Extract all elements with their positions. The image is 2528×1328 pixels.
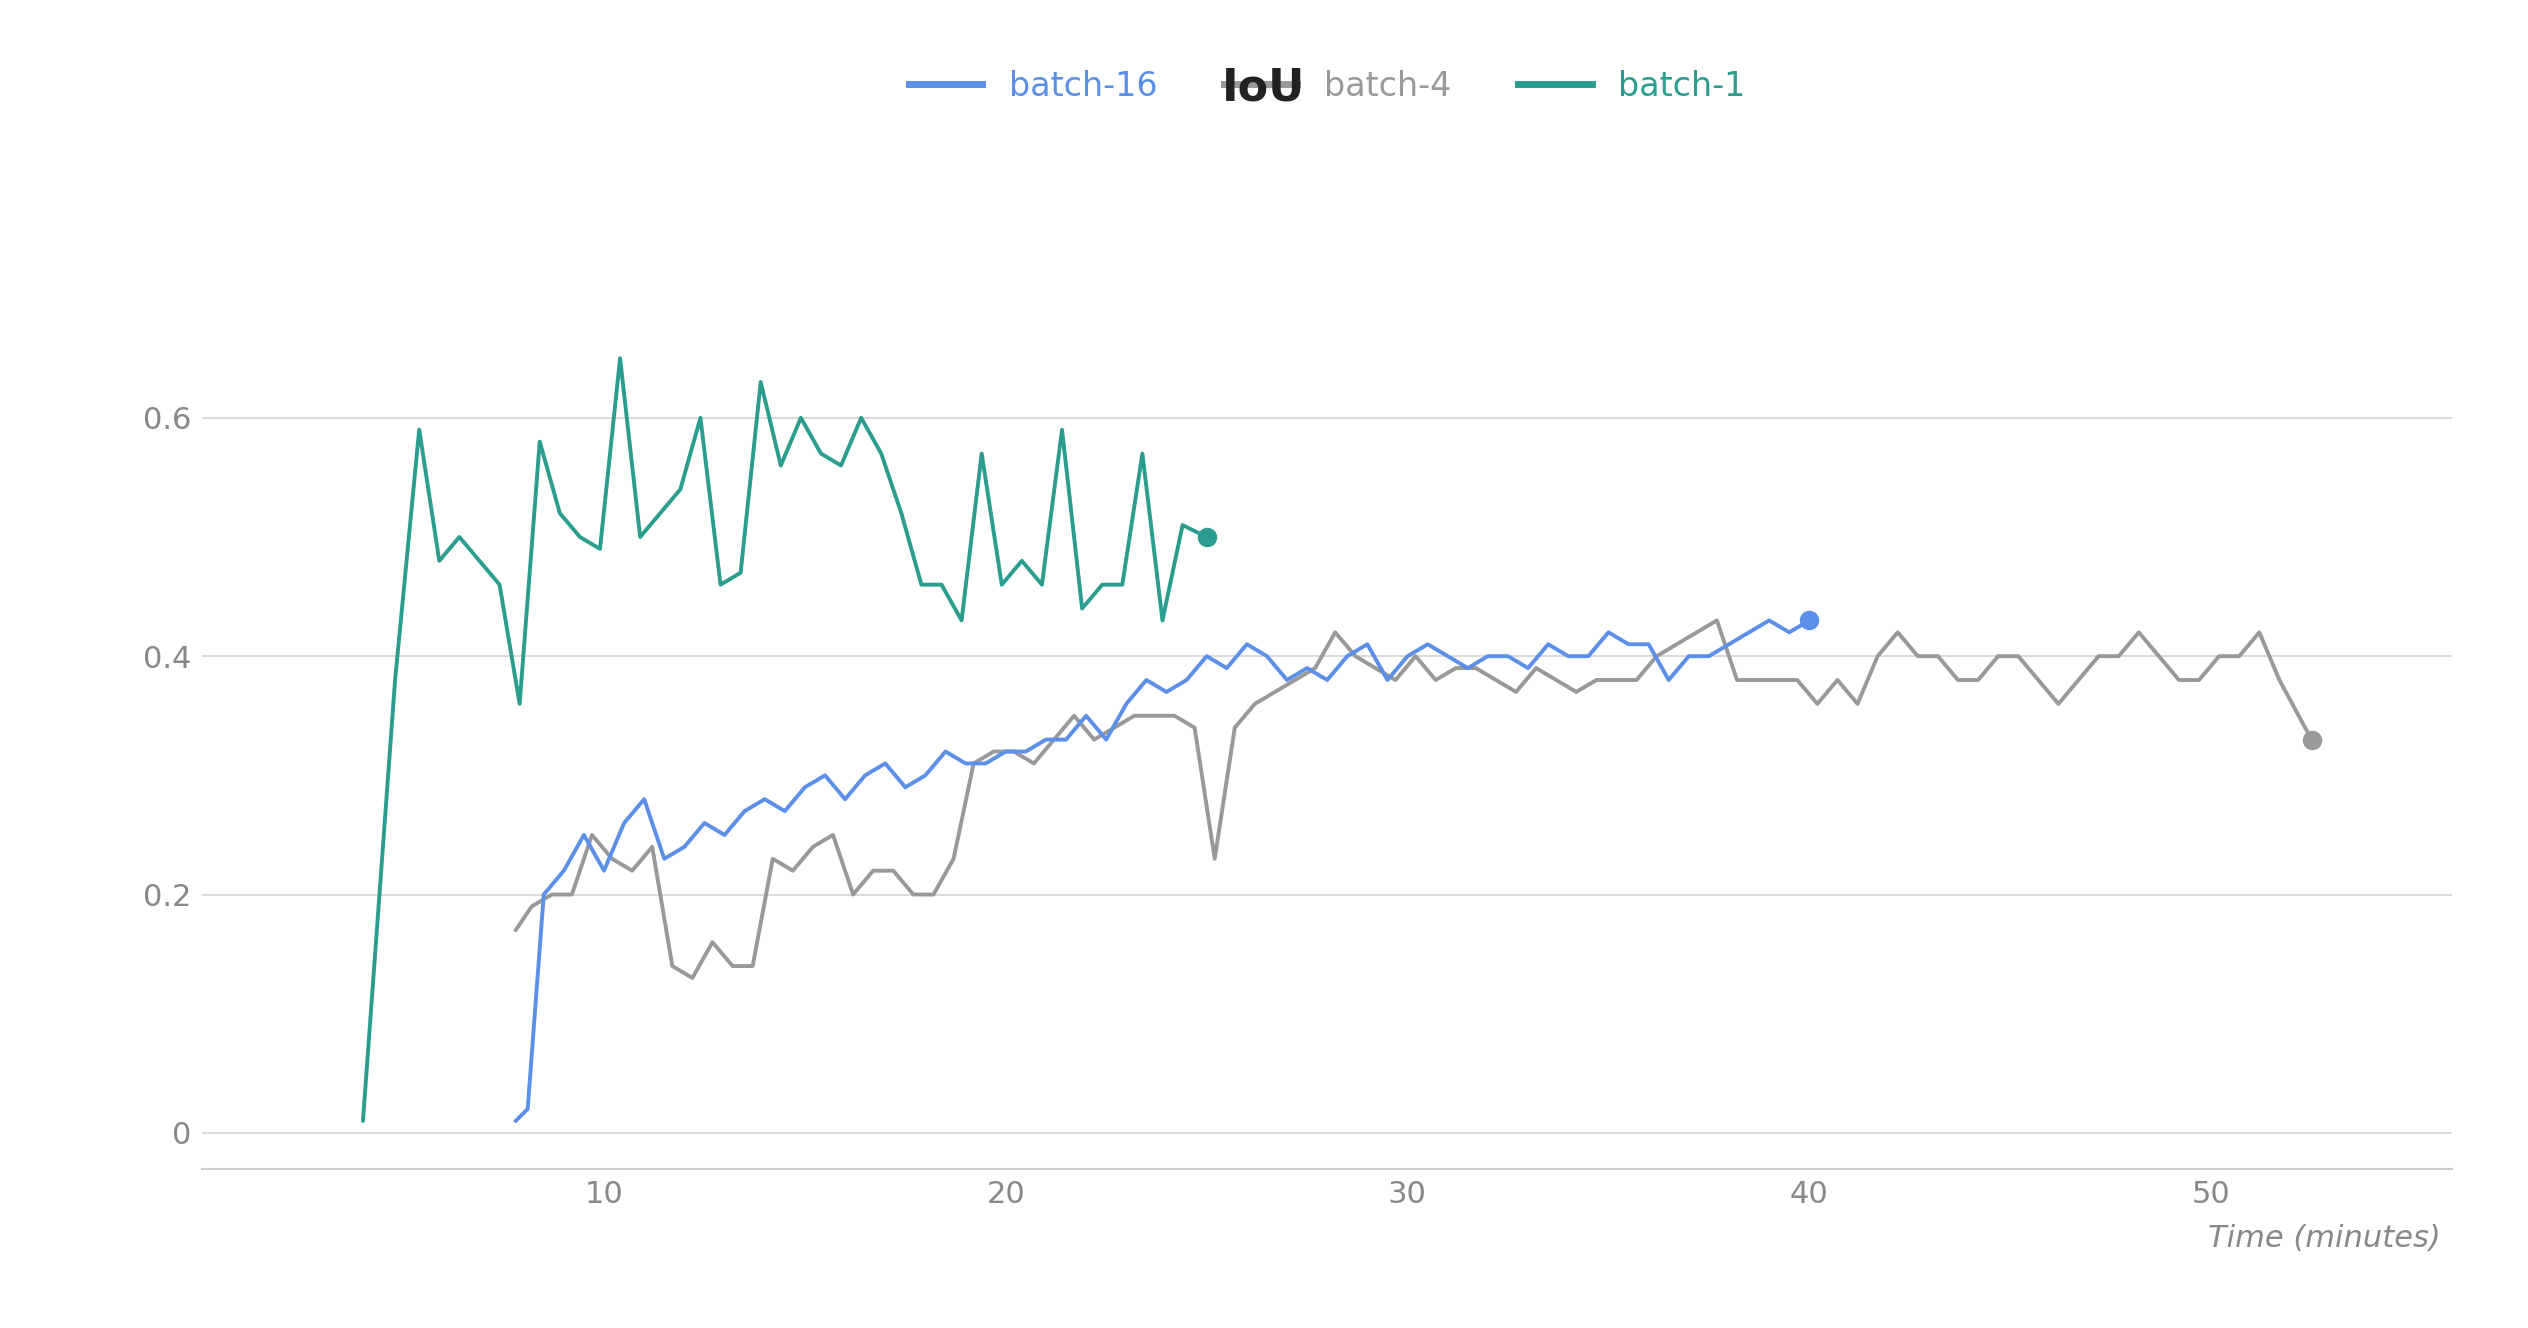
Legend: batch-16, batch-4, batch-1: batch-16, batch-4, batch-1 [910, 70, 1744, 102]
Text: Time (minutes): Time (minutes) [2207, 1224, 2442, 1254]
Text: IoU: IoU [1224, 66, 1304, 109]
